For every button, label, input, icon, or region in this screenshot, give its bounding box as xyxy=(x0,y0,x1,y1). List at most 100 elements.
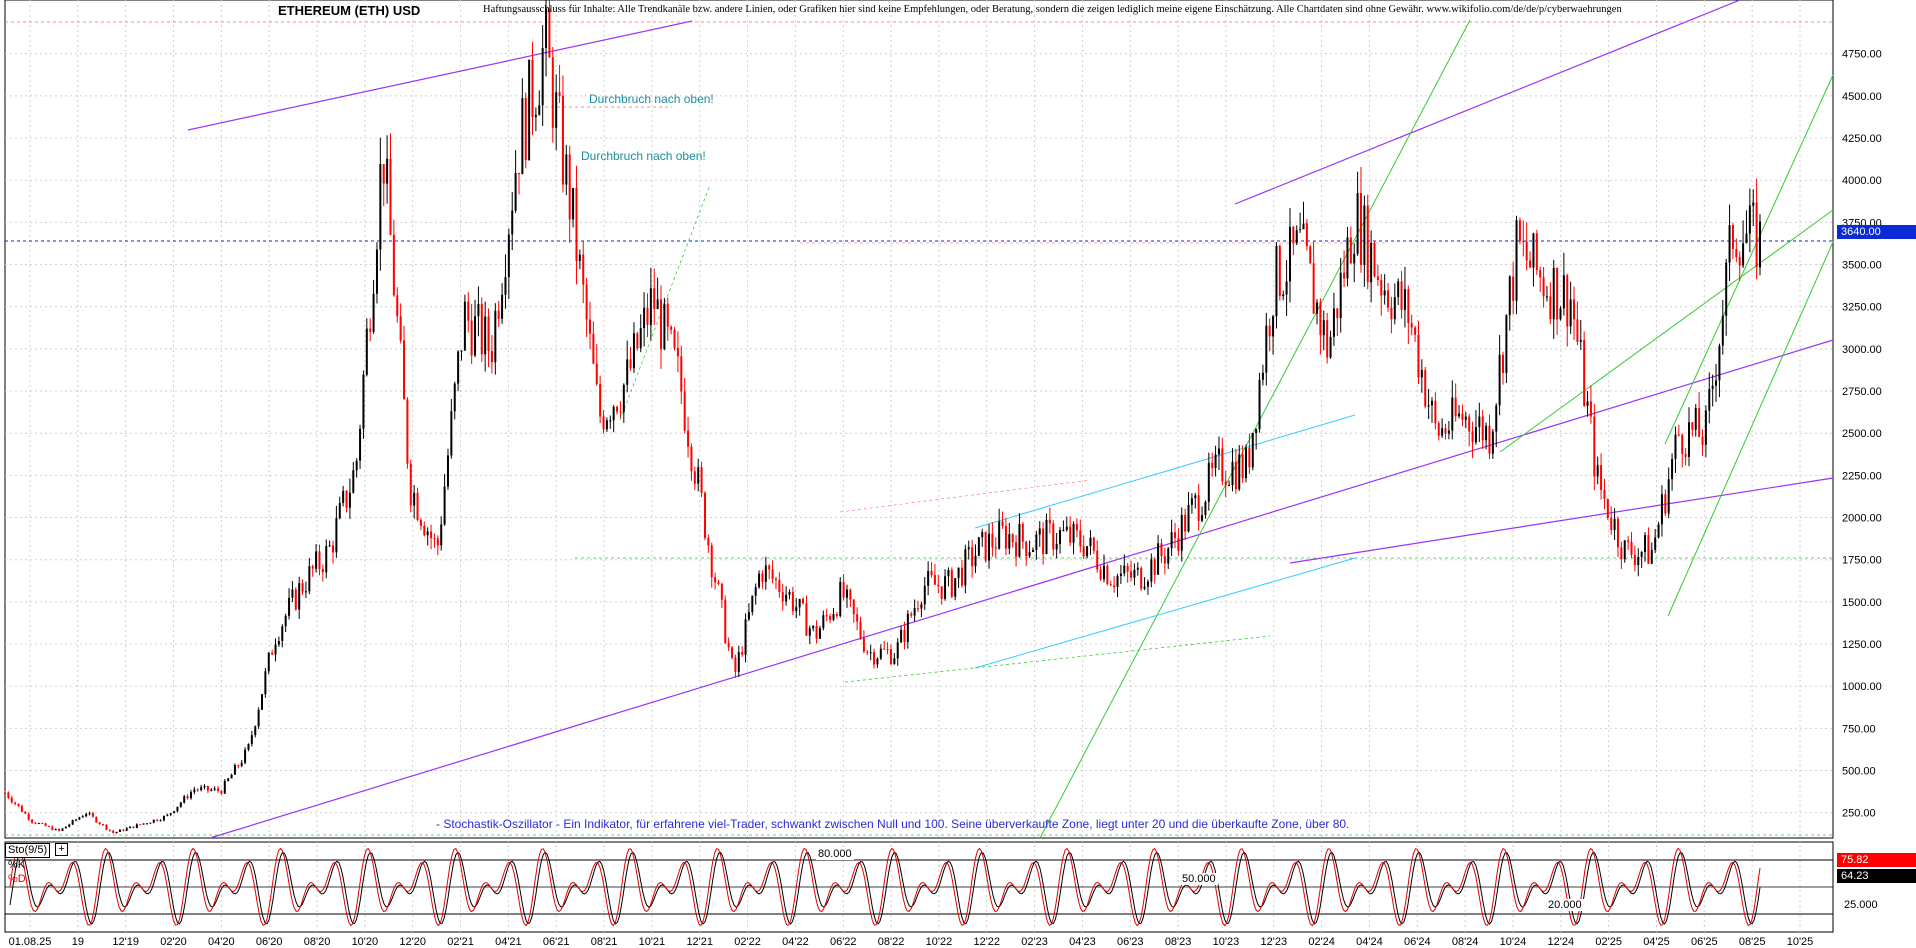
candle-body xyxy=(227,778,230,781)
candle-body xyxy=(852,599,855,615)
candle-body xyxy=(1285,281,1288,295)
candle-body xyxy=(233,765,236,775)
candle-body xyxy=(1163,556,1166,564)
candle-body xyxy=(213,788,216,790)
candle-body xyxy=(1630,541,1633,555)
candle-body xyxy=(561,95,564,185)
k-value-tag: 75.82 xyxy=(1837,853,1916,867)
candle-body xyxy=(666,303,669,327)
trend-line xyxy=(1234,0,1741,205)
candle-body xyxy=(1545,296,1548,298)
x-tick-label: 10'25 xyxy=(1787,936,1814,948)
candle-body xyxy=(1660,494,1663,525)
candle-body xyxy=(1414,327,1417,335)
candle-body xyxy=(619,411,622,413)
candle-body xyxy=(294,589,297,610)
candle-body xyxy=(758,573,761,588)
candle-body xyxy=(541,47,544,106)
candle-body xyxy=(321,568,324,573)
candle-body xyxy=(169,813,172,815)
candle-body xyxy=(896,642,899,659)
candle-body xyxy=(653,288,656,310)
candle-body xyxy=(308,566,311,592)
y-axis: 250.00 500.00 750.00 1000.00 1250.00 1500.00 1… xyxy=(1842,49,1882,820)
candle-body xyxy=(977,537,980,556)
candle-body xyxy=(1167,548,1170,564)
candle-body xyxy=(737,652,740,672)
candle-body xyxy=(1349,237,1352,264)
candle-body xyxy=(1109,584,1112,586)
candle-body xyxy=(933,575,936,585)
candle-body xyxy=(1096,550,1099,570)
candle-body xyxy=(1197,495,1200,521)
candle-body xyxy=(85,813,88,817)
osc-d-line xyxy=(9,851,1761,925)
x-tick-label: 04'23 xyxy=(1069,936,1096,948)
candle-body xyxy=(342,490,345,503)
candle-body xyxy=(1759,221,1761,268)
candle-body xyxy=(1674,434,1677,460)
candle-body xyxy=(1018,523,1021,557)
candle-body xyxy=(768,565,771,570)
candle-body xyxy=(335,518,338,553)
y-tick-label: 4000.00 xyxy=(1842,175,1882,187)
candle-body xyxy=(859,621,862,638)
candle-body xyxy=(1424,370,1427,407)
candle-body xyxy=(1272,316,1275,337)
level-80-label: 80.000 xyxy=(816,848,854,860)
candle-body xyxy=(1011,534,1014,543)
candle-body xyxy=(1383,290,1386,296)
candle-body xyxy=(210,789,213,791)
candle-body xyxy=(1194,495,1197,499)
candle-body xyxy=(528,59,531,161)
x-tick-label: 08'24 xyxy=(1452,936,1479,948)
candle-body xyxy=(1725,262,1728,316)
candle-body xyxy=(369,328,372,332)
candle-body xyxy=(798,599,801,608)
candle-body xyxy=(632,333,635,369)
candle-body xyxy=(142,823,145,825)
candle-body xyxy=(17,803,20,806)
y-tick-label: 1250.00 xyxy=(1842,639,1882,651)
candle-body xyxy=(937,584,940,587)
candle-body xyxy=(250,735,253,745)
candle-body xyxy=(507,234,510,278)
add-indicator-icon[interactable]: + xyxy=(55,843,68,856)
candle-body xyxy=(1573,299,1576,320)
x-tick-label: 04'25 xyxy=(1643,936,1670,948)
candle-body xyxy=(372,293,375,332)
candle-body xyxy=(1518,220,1521,242)
candle-body xyxy=(967,547,970,550)
candle-body xyxy=(159,820,162,822)
candle-body xyxy=(531,59,534,118)
candle-body xyxy=(1474,427,1477,443)
candle-body xyxy=(1126,565,1129,572)
candle-body xyxy=(1535,233,1538,271)
candle-body xyxy=(1508,276,1511,316)
x-tick-label: 12'19 xyxy=(112,936,139,948)
candle-body xyxy=(1498,354,1501,406)
candle-body xyxy=(71,820,74,825)
candle-body xyxy=(727,642,730,648)
candle-body xyxy=(920,604,923,609)
candle-body xyxy=(419,520,422,526)
candle-body xyxy=(1505,315,1508,374)
y-tick-label: 1000.00 xyxy=(1842,681,1882,693)
candle-body xyxy=(609,420,612,422)
candle-body xyxy=(862,637,865,652)
candle-body xyxy=(359,428,362,461)
candle-body xyxy=(1549,296,1552,320)
candle-body xyxy=(453,383,456,412)
candle-body xyxy=(602,416,605,430)
level-20-label: 20.000 xyxy=(1546,899,1584,911)
candle-body xyxy=(1637,557,1640,566)
y-tick-label: 4500.00 xyxy=(1842,91,1882,103)
candle-body xyxy=(876,658,879,665)
candle-body xyxy=(1387,290,1390,308)
candle-body xyxy=(78,817,81,820)
x-tick-label: 08'21 xyxy=(591,936,618,948)
candle-body xyxy=(511,210,514,235)
candle-body xyxy=(430,531,433,538)
candle-body xyxy=(1485,425,1488,441)
oscillator-name[interactable]: Sto(9/5) xyxy=(5,843,51,858)
